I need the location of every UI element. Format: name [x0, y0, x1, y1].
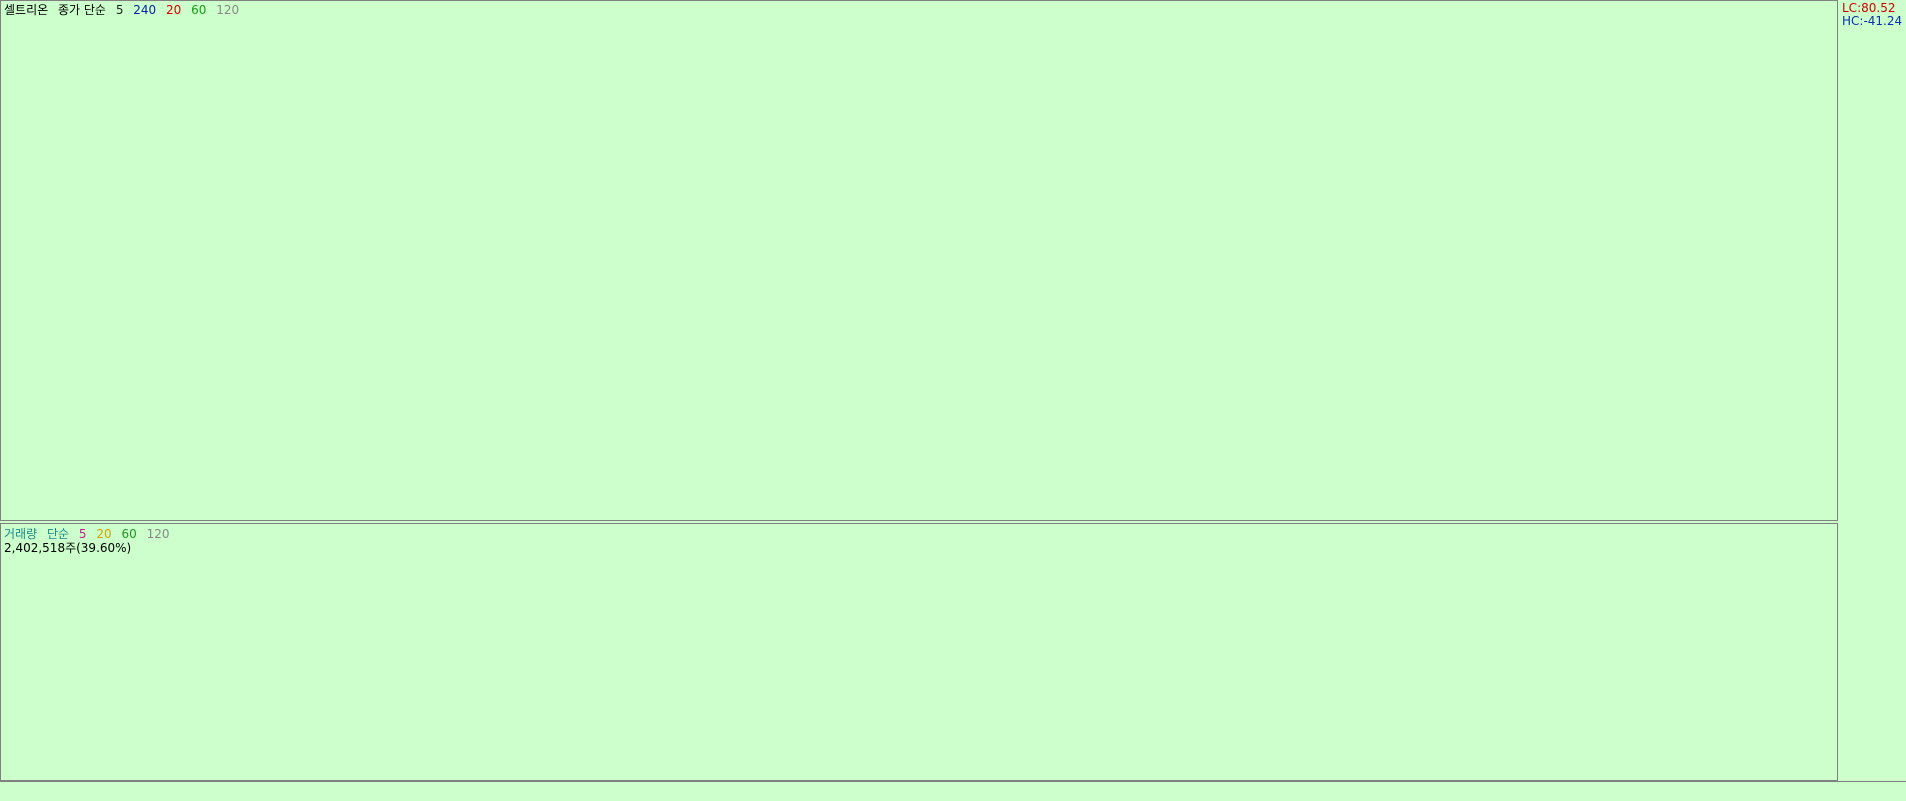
legend-entry: 240 — [133, 3, 157, 17]
stock-name: 셀트리온 — [4, 3, 49, 17]
legend-entry: 5 — [78, 527, 87, 541]
lc-label: LC:80.52 — [1842, 1, 1896, 15]
legend-entry: 120 — [146, 527, 170, 541]
legend-entry: 20 — [166, 3, 182, 17]
volume-title: 거래량 — [4, 527, 38, 541]
legend-entry: 20 — [96, 527, 112, 541]
volume-info: 2,402,518주(39.60%) — [4, 541, 132, 555]
hc-label: HC:-41.24 — [1842, 14, 1903, 28]
volume-legend: 거래량 단순 5 20 60 120 — [4, 525, 175, 542]
volume-panel-border — [0, 523, 1838, 781]
price-label: 종가 단순 — [58, 3, 106, 17]
legend-entry: 60 — [121, 527, 137, 541]
legend-entry: 120 — [216, 3, 240, 17]
price-legend: 셀트리온 종가 단순 5 240 20 60 120 — [4, 1, 245, 18]
price-panel-border — [0, 0, 1838, 521]
legend-entry: 5 — [115, 3, 124, 17]
volume-ma-label: 단순 — [46, 527, 70, 541]
legend-entry: 60 — [191, 3, 207, 17]
